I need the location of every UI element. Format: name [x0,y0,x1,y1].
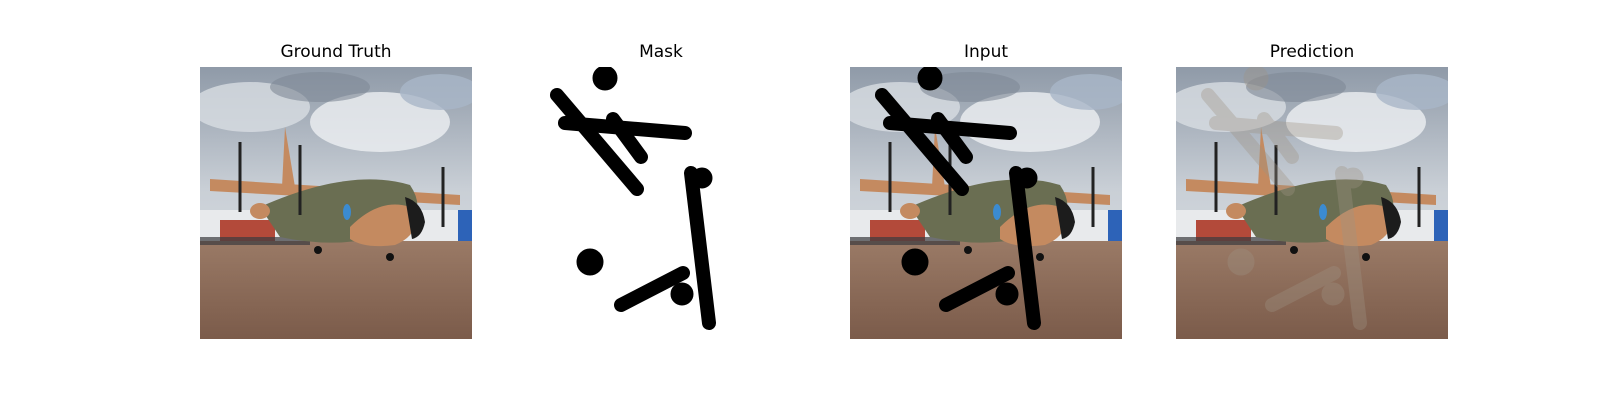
panel-title: Prediction [1269,42,1355,62]
panel-title: Ground Truth [280,42,392,62]
mask-image [525,67,797,339]
prediction-image [1176,67,1448,339]
panel-title: Mask [639,42,683,62]
panel-title: Input [963,42,1009,62]
input-image [850,67,1122,339]
ground-truth-image [200,67,472,339]
